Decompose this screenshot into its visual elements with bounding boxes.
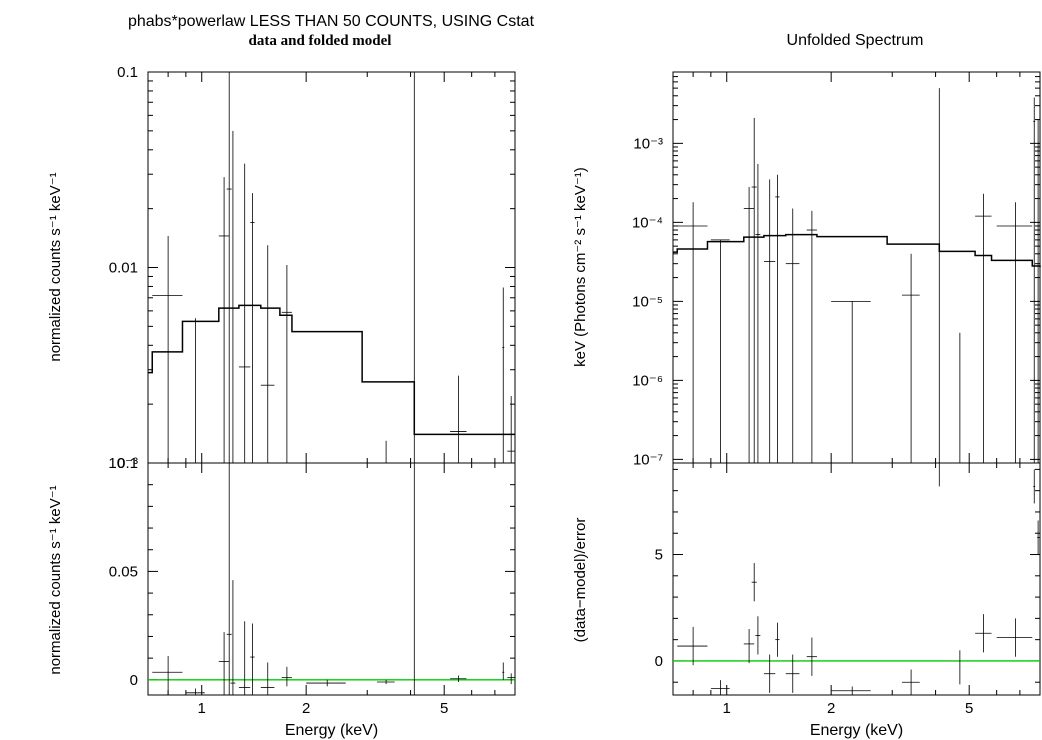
y-tick-label: 10⁻⁴ — [632, 214, 663, 231]
data-point — [677, 202, 708, 463]
data-point — [260, 662, 275, 695]
left-subtitle: data and folded model — [249, 33, 392, 49]
data-point — [755, 616, 761, 655]
data-point — [775, 174, 780, 463]
y-tick-label: 0 — [655, 653, 663, 670]
data-point — [775, 622, 780, 657]
data-point — [230, 580, 236, 695]
data-point — [230, 130, 236, 463]
data-point — [996, 618, 1033, 657]
data-point — [507, 396, 515, 463]
data-point — [152, 235, 183, 463]
data-point — [238, 621, 251, 695]
x-tick-label: 2 — [827, 700, 835, 717]
data-point — [763, 179, 776, 463]
data-point — [250, 623, 255, 695]
x-tick-label: 1 — [198, 700, 206, 717]
data-point — [1037, 119, 1040, 463]
y-tick-label: 10⁻⁶ — [632, 372, 663, 389]
x-tick-label: 5 — [440, 700, 448, 717]
data-point — [751, 563, 757, 602]
data-point — [185, 318, 205, 463]
data-point — [502, 662, 505, 680]
data-point — [450, 675, 467, 682]
data-point — [785, 654, 800, 693]
data-point — [831, 686, 871, 695]
data-point — [450, 375, 467, 463]
y-tick-label: 0 — [130, 672, 138, 689]
data-point — [901, 253, 920, 463]
x-tick-label: 5 — [965, 700, 973, 717]
x-axis-label: Energy (keV) — [285, 722, 378, 739]
data-point — [1037, 520, 1040, 555]
model-curve — [673, 233, 1041, 268]
y-tick-label: 0.1 — [117, 455, 138, 472]
data-point — [806, 210, 817, 463]
data-point — [218, 177, 230, 463]
left-bottom-panel: 1 2 5 Energy (keV) 0.1 0.05 0 normalized counts… — [47, 455, 516, 739]
y-tick-label: 0.1 — [117, 64, 138, 81]
data-point — [975, 193, 992, 463]
data-point — [743, 187, 755, 463]
y-tick-label: 0.01 — [109, 260, 138, 277]
data-point — [1033, 469, 1036, 504]
data-point — [755, 163, 761, 463]
data-point — [677, 626, 708, 666]
data-point — [763, 654, 776, 693]
left-bottom-frame — [147, 462, 516, 696]
y-axis-label: (data−model)/error — [572, 518, 589, 643]
right-bottom-frame — [672, 462, 1041, 696]
data-point — [785, 208, 800, 463]
data-point — [376, 679, 395, 685]
left-top-panel: 0.1 0.01 10⁻³ normalized counts s⁻¹ keV⁻¹ — [47, 64, 516, 472]
data-point — [218, 632, 230, 695]
data-point — [185, 688, 205, 695]
data-point — [152, 655, 183, 695]
data-point — [901, 669, 920, 695]
data-point — [507, 673, 515, 685]
data-point — [831, 300, 871, 463]
data-point — [975, 614, 992, 653]
data-point — [710, 680, 730, 695]
data-point — [260, 245, 275, 463]
y-axis-label: keV (Photons cm⁻² s⁻¹ keV⁻¹) — [572, 167, 589, 367]
data-point — [306, 679, 346, 687]
data-point — [1033, 97, 1036, 463]
model-curve — [148, 304, 515, 436]
data-point — [281, 264, 292, 463]
x-tick-label: 2 — [302, 700, 310, 717]
y-axis-label: normalized counts s⁻¹ keV⁻¹ — [47, 172, 64, 361]
left-title: phabs*powerlaw LESS THAN 50 COUNTS, USIN… — [128, 13, 535, 30]
right-bottom-panel: 1 2 5 Energy (keV) 5 0 (data−model)/error — [572, 462, 1041, 739]
y-tick-label: 10⁻⁵ — [632, 293, 663, 310]
data-point — [710, 239, 730, 463]
data-point — [226, 463, 232, 695]
right-title: Unfolded Spectrum — [787, 32, 924, 49]
data-point — [806, 637, 817, 676]
data-point — [250, 193, 255, 463]
right-top-panel: 10⁻³ 10⁻⁴ 10⁻⁵ 10⁻⁶ 10⁻⁷ keV (Photons cm⁻² s⁻… — [572, 71, 1041, 468]
x-axis-label: Energy (keV) — [810, 722, 903, 739]
panels: 0.1 0.01 10⁻³ normalized counts s⁻¹ keV⁻¹ 1 2… — [47, 64, 1041, 739]
x-tick-label: 1 — [723, 700, 731, 717]
data-point — [238, 163, 251, 463]
left-top-frame — [147, 71, 516, 464]
data-point — [226, 72, 232, 463]
y-tick-label: 10⁻³ — [633, 135, 663, 152]
data-point — [743, 629, 755, 664]
y-axis-label: normalized counts s⁻¹ keV⁻¹ — [47, 485, 64, 674]
y-tick-label: 10⁻³ — [108, 455, 138, 472]
y-tick-label: 0.05 — [109, 563, 138, 580]
data-point — [502, 287, 505, 463]
y-tick-label: 5 — [655, 547, 663, 564]
data-point — [996, 202, 1033, 463]
data-point — [281, 666, 292, 687]
right-top-frame — [672, 71, 1041, 464]
data-point — [751, 117, 757, 463]
y-tick-label: 10⁻⁷ — [633, 451, 663, 468]
